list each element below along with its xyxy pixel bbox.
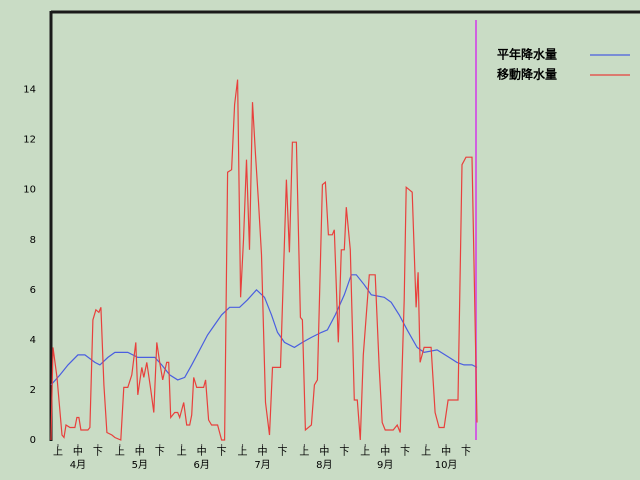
x-tick-label: 上 (177, 446, 187, 458)
x-tick-label: 上 (421, 446, 431, 458)
month-label: 4月 (70, 459, 86, 471)
x-tick-label: 下 (461, 447, 471, 458)
x-tick-label: 上 (238, 446, 248, 458)
x-tick-label: 下 (400, 447, 410, 458)
x-tick-label: 中 (441, 445, 451, 458)
x-tick-label: 下 (93, 447, 103, 458)
y-tick-label: 2 (30, 385, 36, 396)
x-tick-label: 上 (299, 446, 309, 458)
y-tick-label: 14 (23, 85, 36, 96)
month-label: 8月 (316, 459, 332, 471)
x-tick-label: 下 (339, 447, 349, 458)
x-tick-label: 上 (115, 446, 125, 458)
y-tick-label: 12 (23, 135, 36, 146)
y-tick-label: 0 (30, 435, 36, 446)
series-line (50, 79, 478, 441)
x-tick-label: 中 (73, 445, 83, 458)
x-tick-label: 上 (53, 446, 63, 458)
x-tick-label: 中 (197, 445, 207, 458)
x-tick-label: 中 (135, 445, 145, 458)
x-tick-label: 上 (360, 446, 370, 458)
legend-label: 平年降水量 (497, 47, 557, 62)
month-label: 9月 (377, 459, 393, 471)
x-tick-label: 中 (319, 445, 329, 458)
x-tick-label: 中 (258, 445, 268, 458)
x-tick-label: 中 (380, 445, 390, 458)
month-label: 5月 (132, 459, 148, 471)
y-tick-label: 4 (30, 335, 36, 346)
y-tick-label: 6 (30, 285, 36, 296)
legend-label: 移動降水量 (497, 67, 557, 82)
x-tick-label: 下 (155, 447, 165, 458)
x-tick-label: 下 (217, 447, 227, 458)
y-tick-label: 8 (30, 235, 36, 246)
month-label: 6月 (193, 459, 209, 471)
x-tick-label: 下 (277, 447, 287, 458)
month-label: 10月 (435, 459, 458, 471)
month-label: 7月 (254, 459, 270, 471)
y-tick-label: 10 (23, 185, 36, 196)
